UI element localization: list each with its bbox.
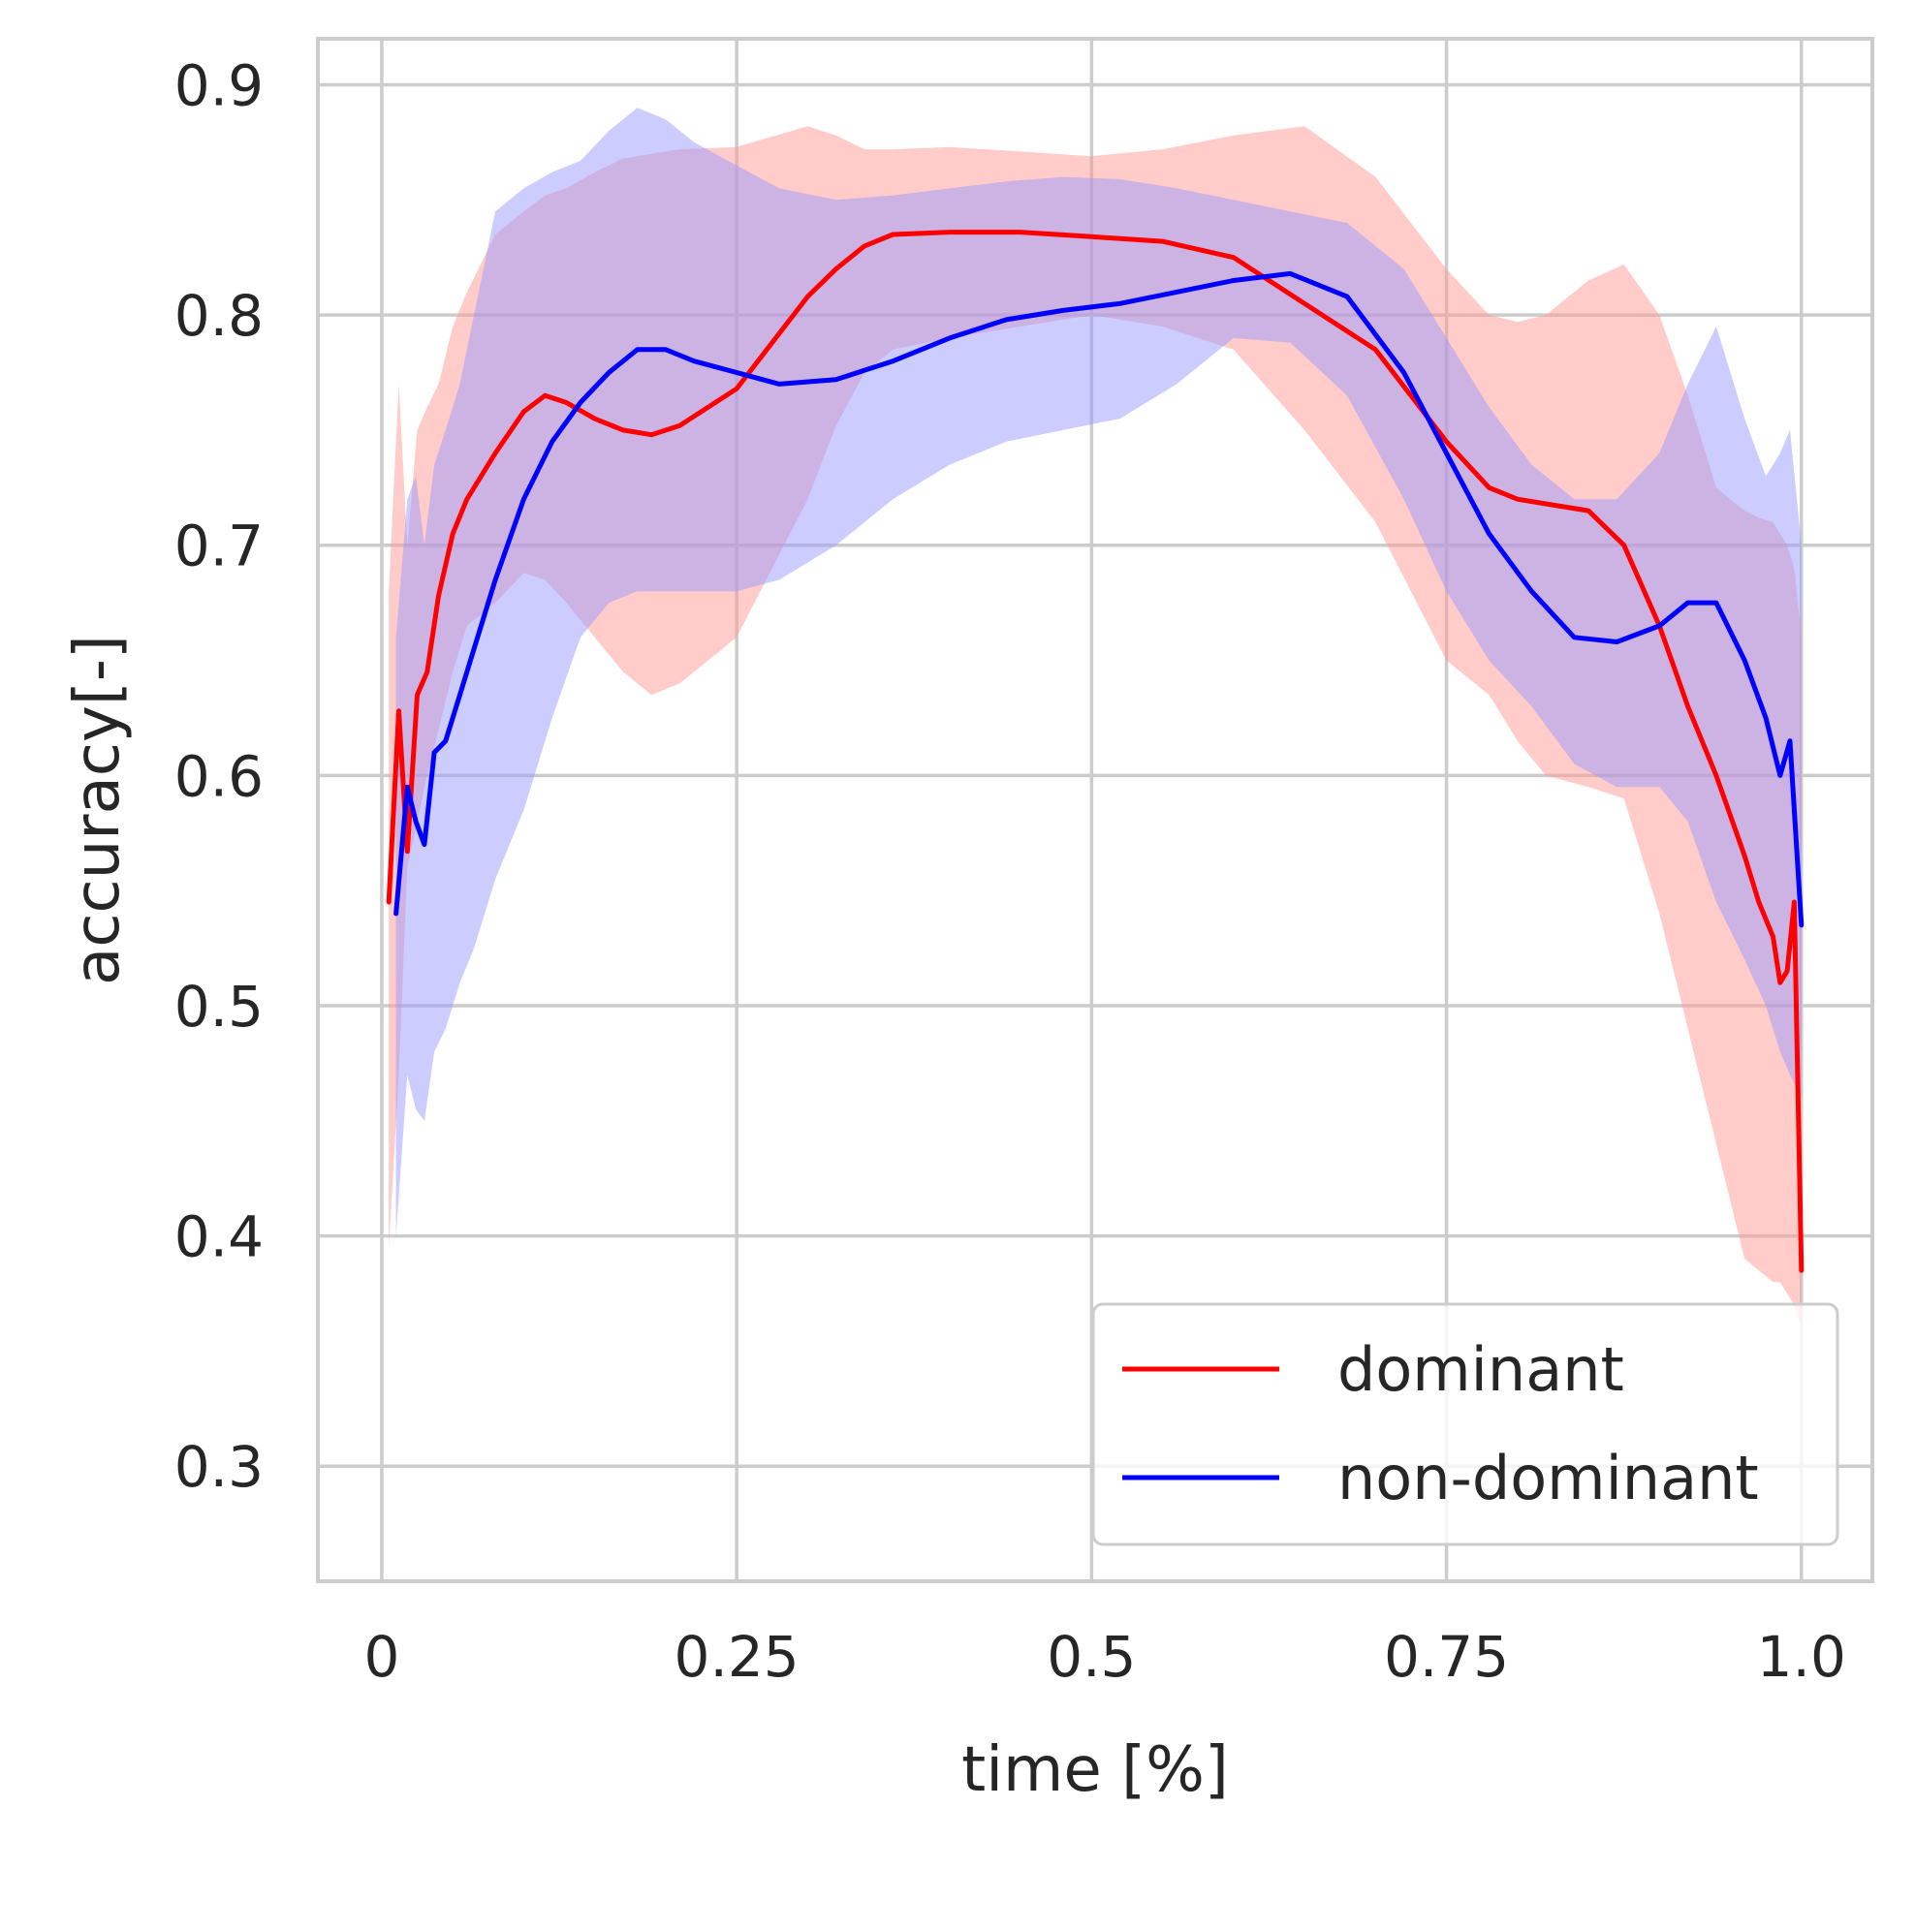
line-non-dominant bbox=[393, 270, 1805, 928]
y-tick-labels: 0.3 0.4 0.5 0.6 0.7 0.8 0.9 bbox=[174, 53, 264, 1501]
y-tick-label: 0.6 bbox=[174, 743, 264, 809]
x-tick-labels: 0 0.25 0.5 0.75 1.0 bbox=[363, 1624, 1845, 1690]
x-axis-label: time [%] bbox=[961, 1734, 1229, 1806]
line-dominant bbox=[386, 230, 1805, 1273]
y-tick-label: 0.3 bbox=[174, 1434, 264, 1500]
y-tick-label: 0.4 bbox=[174, 1204, 264, 1270]
y-tick-label: 0.7 bbox=[174, 514, 264, 579]
legend-label-dominant: dominant bbox=[1337, 1334, 1624, 1405]
x-tick-label: 1.0 bbox=[1757, 1624, 1846, 1690]
x-tick-label: 0.5 bbox=[1047, 1624, 1136, 1690]
legend-label-non-dominant: non-dominant bbox=[1337, 1443, 1759, 1513]
y-tick-label: 0.5 bbox=[174, 974, 264, 1040]
y-tick-label: 0.8 bbox=[174, 283, 264, 349]
y-axis-label: accuracy[-] bbox=[62, 635, 134, 985]
band-non-dominant bbox=[395, 108, 1802, 1236]
legend-box bbox=[1091, 1302, 1839, 1546]
x-tick-label: 0 bbox=[363, 1624, 399, 1690]
series-lines bbox=[386, 230, 1805, 1273]
y-tick-label: 0.9 bbox=[174, 53, 264, 119]
x-tick-label: 0.75 bbox=[1384, 1624, 1509, 1690]
confidence-bands bbox=[389, 108, 1802, 1328]
plot-frame bbox=[316, 37, 1874, 1583]
x-tick-label: 0.25 bbox=[675, 1624, 800, 1690]
legend: dominant non-dominant bbox=[1091, 1302, 1839, 1546]
